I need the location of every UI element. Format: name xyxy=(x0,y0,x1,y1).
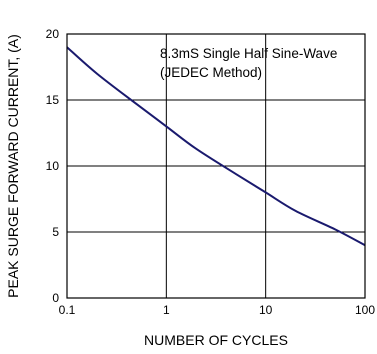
x-tick-label: 10 xyxy=(259,303,273,317)
y-tick-label: 5 xyxy=(52,225,59,239)
y-tick-label: 15 xyxy=(46,93,60,107)
surge-current-curve xyxy=(66,46,366,247)
curve-layer xyxy=(66,46,366,247)
y-tick-labels: 0 5 10 15 20 xyxy=(46,27,60,305)
annotation-line-1: 8.3mS Single Half Sine-Wave xyxy=(160,46,337,61)
y-tick-label: 0 xyxy=(52,291,59,305)
y-tick-label: 10 xyxy=(46,159,60,173)
x-tick-label: 1 xyxy=(163,303,170,317)
plot-border xyxy=(66,33,366,299)
y-axis-title: PEAK SURGE FORWARD CURRENT, (A) xyxy=(5,34,21,298)
annotation-line-2: (JEDEC Method) xyxy=(160,65,262,80)
x-tick-labels: 0.1 1 10 100 xyxy=(59,303,376,317)
x-tick-label: 100 xyxy=(355,303,375,317)
x-tick-label: 0.1 xyxy=(59,303,76,317)
x-axis-title: NUMBER OF CYCLES xyxy=(144,332,288,348)
y-tick-label: 20 xyxy=(46,27,60,41)
plot-frame xyxy=(66,33,366,299)
